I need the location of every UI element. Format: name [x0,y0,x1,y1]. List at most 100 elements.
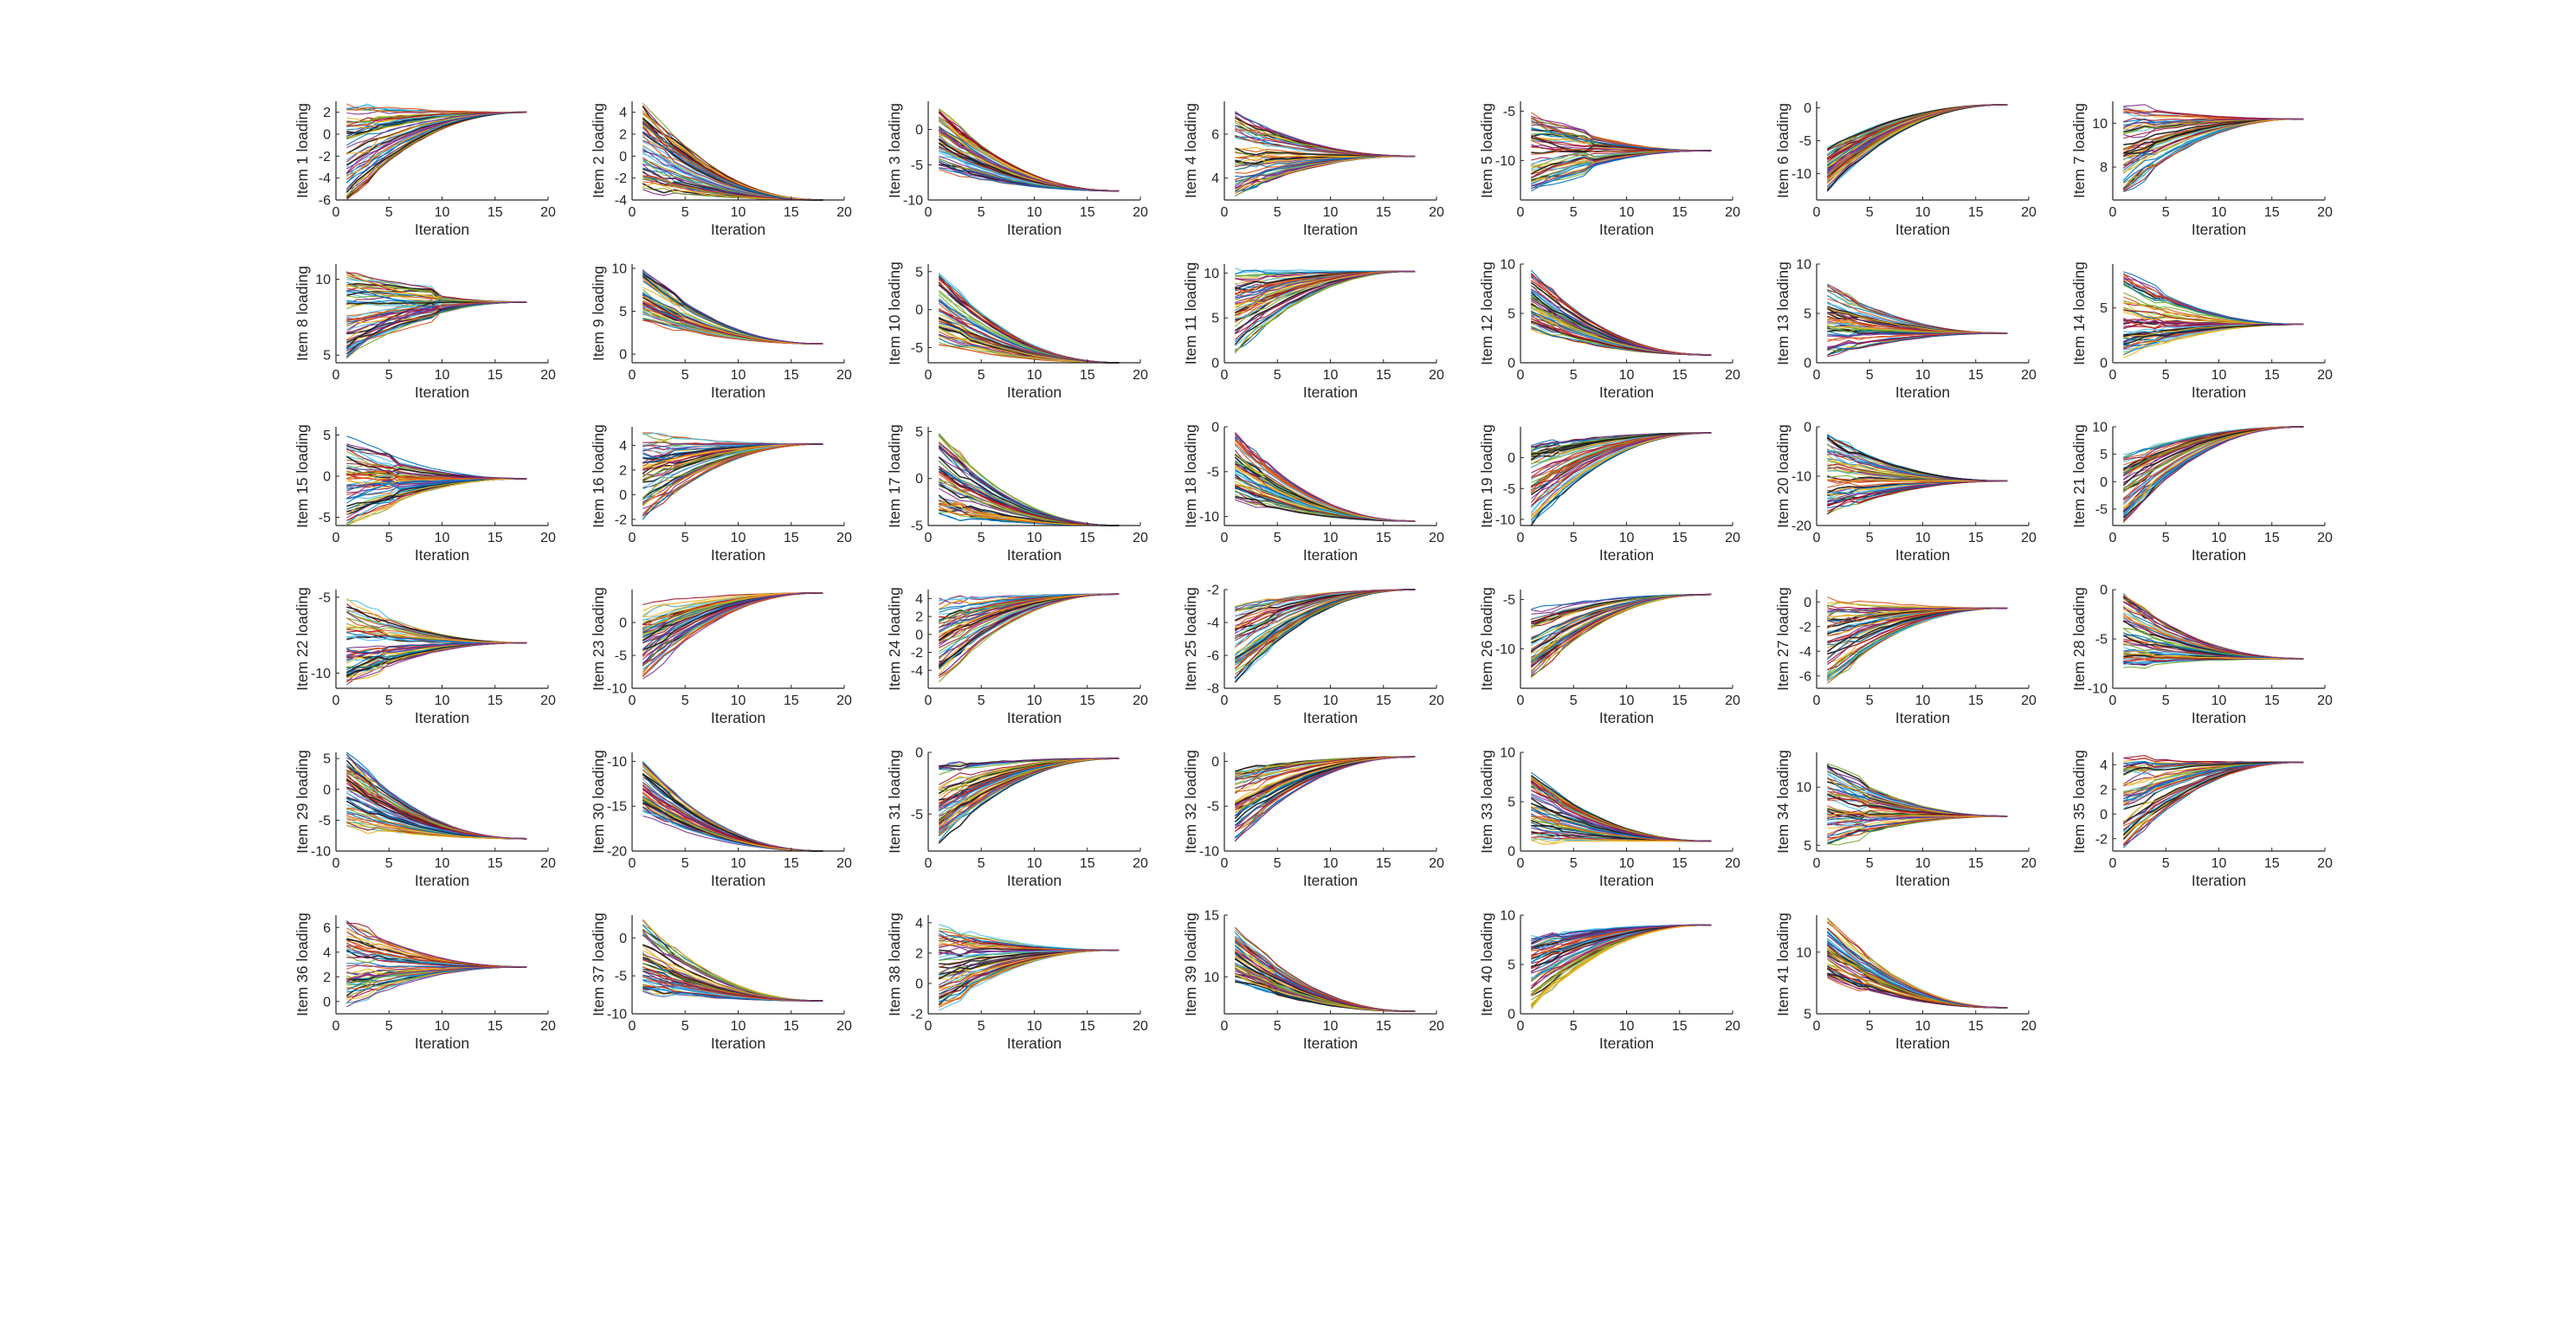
x-tick-label: 15 [487,368,503,383]
x-tick-label: 5 [1866,1019,1874,1034]
x-tick-label: 20 [836,856,852,871]
y-tick-label: -6 [1207,649,1219,664]
y-axis-label: Item 18 loading [1182,424,1199,528]
y-tick-label: 0 [323,470,331,485]
y-tick-label: -5 [1503,482,1515,497]
x-tick-label: 0 [332,1019,340,1034]
y-tick-label: 5 [2100,448,2108,462]
x-tick-label: 10 [1323,693,1339,708]
x-tick-label: 5 [978,1019,985,1034]
x-axis-label: Iteration [1303,546,1358,564]
y-tick-label: 6 [323,921,331,936]
x-tick-label: 20 [1133,531,1148,545]
x-tick-label: 15 [1080,1019,1095,1034]
series-line [346,642,527,680]
y-axis-label: Item 30 loading [590,750,607,854]
x-tick-label: 0 [1221,1019,1229,1034]
x-axis-label: Iteration [1599,872,1654,889]
series-line [1827,768,2008,817]
x-tick-label: 15 [1968,531,1984,545]
x-tick-label: 5 [681,205,689,220]
y-tick-label: 0 [1508,845,1515,860]
subplot-item-3: 0 5 10 15 20 -10 -5 0 Iteration Item 3 loading [886,101,1148,238]
x-axis-label: Iteration [415,546,469,564]
series-line [1234,756,1416,813]
series-line [1531,796,1712,842]
x-tick-label: 10 [2211,531,2227,545]
x-tick-label: 15 [487,1019,503,1034]
x-tick-label: 0 [1221,693,1229,708]
x-tick-label: 0 [1517,693,1525,708]
x-axis-label: Iteration [711,1035,765,1052]
series-group [2122,755,2304,848]
x-tick-label: 20 [2021,205,2037,220]
y-tick-label: -6 [1799,669,1811,684]
x-tick-label: 5 [1274,1019,1282,1034]
x-tick-label: 10 [1027,856,1043,871]
series-line [1827,306,2008,334]
x-tick-label: 15 [2264,368,2280,383]
y-tick-label: -10 [1792,470,1811,485]
y-tick-label: 5 [1508,796,1515,810]
x-tick-label: 20 [540,205,556,220]
x-tick-label: 20 [1725,693,1740,708]
x-tick-label: 15 [1376,205,1391,220]
x-tick-label: 15 [784,205,799,220]
y-tick-label: -2 [911,646,923,661]
x-tick-label: 10 [1619,368,1635,383]
y-tick-label: 0 [1508,1008,1515,1022]
y-axis-label: Item 35 loading [2070,750,2088,854]
subplot-item-23: 0 5 10 15 20 -10 -5 0 Iteration Item 23 loading [590,587,852,726]
y-tick-label: -10 [1199,845,1219,860]
x-tick-label: 5 [385,531,393,545]
y-tick-label: -5 [319,511,331,526]
series-group [2122,426,2304,524]
y-tick-label: 5 [915,425,923,440]
series-group [1234,926,1416,1012]
subplot-item-2: 0 5 10 15 20 -4 -2 0 2 4 Iteration Item 2 loading [590,101,852,238]
x-tick-label: 0 [1813,205,1821,220]
x-tick-label: 10 [731,1019,746,1034]
x-tick-label: 0 [2109,531,2117,545]
x-tick-label: 10 [1619,205,1635,220]
x-tick-label: 0 [925,368,933,383]
series-group [1234,432,1416,522]
y-tick-label: -10 [1199,510,1219,525]
y-tick-label: -5 [2095,633,2108,648]
y-axis-label: Item 15 loading [294,424,311,528]
y-tick-label: -5 [1503,593,1515,608]
y-axis-label: Item 37 loading [590,913,607,1016]
series-group [938,924,1120,1011]
series-line [346,285,527,303]
series-line [2122,761,2304,838]
x-tick-label: 0 [925,693,933,708]
x-tick-label: 15 [784,856,799,871]
x-tick-label: 0 [1813,856,1821,871]
x-tick-label: 5 [681,1019,689,1034]
y-axis-label: Item 33 loading [1478,750,1495,854]
x-tick-label: 15 [1080,368,1095,383]
x-tick-label: 0 [629,856,636,871]
y-axis-label: Item 31 loading [886,750,903,854]
series-line [346,103,527,113]
series-group [642,268,823,345]
x-tick-label: 5 [1570,531,1578,545]
x-tick-label: 5 [978,531,985,545]
x-tick-label: 0 [629,531,636,545]
x-tick-label: 20 [2317,368,2333,383]
x-tick-label: 10 [1323,856,1339,871]
x-axis-label: Iteration [1303,1035,1358,1052]
x-tick-label: 0 [629,1019,636,1034]
y-tick-label: 4 [915,916,923,931]
series-line [346,106,527,113]
y-axis-label: Item 36 loading [294,913,311,1016]
y-tick-label: 2 [323,106,331,120]
y-tick-label: -5 [911,158,923,173]
x-axis-label: Iteration [1599,221,1654,238]
x-tick-label: 20 [1429,693,1444,708]
